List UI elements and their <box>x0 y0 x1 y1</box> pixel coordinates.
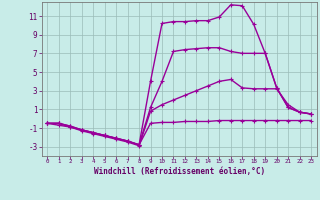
X-axis label: Windchill (Refroidissement éolien,°C): Windchill (Refroidissement éolien,°C) <box>94 167 265 176</box>
